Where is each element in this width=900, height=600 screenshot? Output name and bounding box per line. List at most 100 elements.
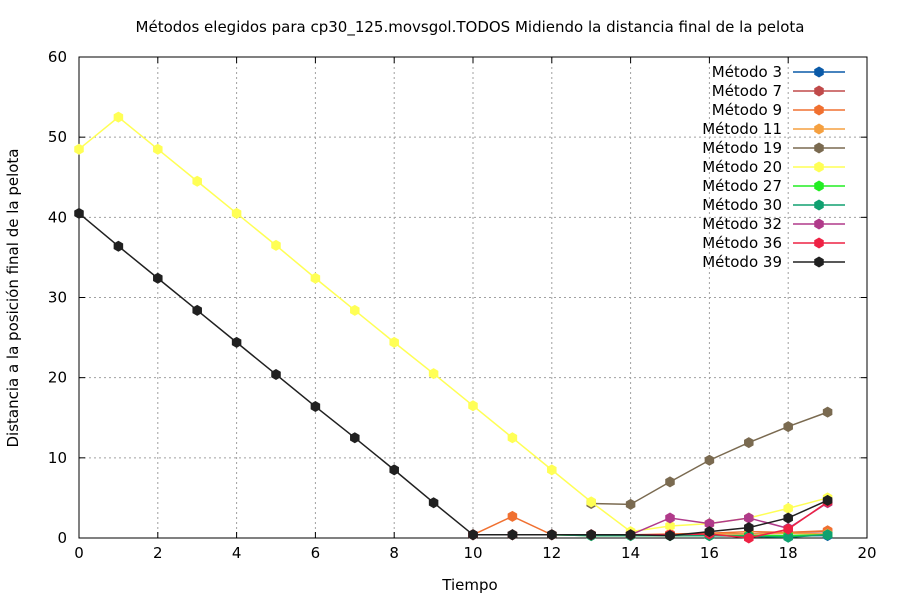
x-tick-label: 18 (779, 544, 798, 562)
data-point (744, 437, 754, 449)
x-tick-label: 14 (621, 544, 640, 562)
data-point (625, 498, 636, 510)
legend-marker (814, 199, 824, 211)
data-point (271, 239, 281, 251)
data-point (822, 529, 833, 541)
data-point (665, 530, 675, 542)
data-point (428, 497, 439, 509)
data-point (113, 240, 124, 252)
data-point (783, 523, 793, 535)
legend-label: Método 27 (702, 177, 782, 195)
data-point (350, 304, 360, 316)
axis-ticks: 0 2 4 6 8 10 12 14 16 18 20 0 10 20 30 40 50 60 (48, 48, 877, 562)
legend-marker (814, 85, 824, 97)
data-point (704, 526, 715, 538)
x-tick-label: 0 (74, 544, 84, 562)
data-point (153, 272, 163, 284)
data-point (74, 143, 84, 155)
y-tick-label: 20 (48, 369, 67, 387)
data-point (783, 421, 793, 433)
legend-marker (814, 123, 824, 135)
series-6 (74, 111, 833, 538)
legend-label: Método 3 (712, 63, 782, 81)
data-point (310, 401, 321, 413)
data-point (192, 175, 202, 187)
data-point (744, 532, 754, 544)
legend-label: Método 7 (712, 82, 782, 100)
y-tick-label: 30 (48, 289, 67, 307)
data-point (665, 512, 675, 524)
x-tick-label: 6 (311, 544, 321, 562)
data-point (350, 432, 360, 444)
legend-label: Método 39 (702, 253, 782, 271)
legend-label: Método 20 (702, 158, 782, 176)
data-point (586, 529, 596, 541)
legend-label: Método 36 (702, 234, 782, 252)
legend-marker (814, 256, 824, 268)
legend-marker (814, 142, 824, 154)
data-point (468, 529, 478, 541)
data-point (113, 111, 124, 123)
x-tick-label: 10 (463, 544, 482, 562)
legend-marker (814, 104, 824, 116)
data-point (704, 454, 715, 466)
grid-lines (79, 57, 867, 538)
series-line (473, 501, 829, 539)
data-point (153, 143, 163, 155)
data-point (744, 512, 754, 524)
data-point (822, 406, 833, 418)
data-point (547, 464, 557, 476)
data-point (783, 531, 793, 543)
data-point (389, 464, 399, 476)
series-line (473, 502, 829, 536)
legend-label: Método 32 (702, 215, 782, 233)
data-point (783, 512, 793, 524)
data-point (231, 336, 242, 348)
legend-marker (814, 66, 824, 78)
data-point (744, 522, 754, 534)
x-tick-label: 2 (153, 544, 163, 562)
y-tick-label: 0 (57, 529, 67, 547)
legend-label: Método 30 (702, 196, 782, 214)
data-point (310, 272, 321, 284)
legend-marker (814, 237, 824, 249)
series-layer (74, 111, 833, 544)
y-tick-label: 10 (48, 449, 67, 467)
x-tick-label: 12 (542, 544, 561, 562)
series-line (78, 116, 828, 533)
x-tick-label: 8 (389, 544, 399, 562)
data-point (822, 494, 833, 506)
legend-label: Método 11 (702, 120, 782, 138)
x-tick-label: 20 (857, 544, 876, 562)
data-point (74, 207, 84, 219)
y-tick-label: 40 (48, 208, 67, 226)
series-11 (74, 207, 833, 542)
data-point (428, 368, 439, 380)
x-tick-label: 16 (700, 544, 719, 562)
data-point (783, 502, 793, 514)
data-point (271, 368, 281, 380)
data-point (586, 496, 596, 508)
y-tick-label: 50 (48, 128, 67, 146)
legend-marker (814, 180, 824, 192)
legend-marker (814, 218, 824, 230)
data-point (507, 510, 518, 522)
data-point (468, 400, 478, 412)
data-point (665, 520, 675, 532)
data-point (665, 476, 675, 488)
data-point (507, 529, 518, 541)
data-point (704, 518, 715, 530)
data-point (192, 304, 202, 316)
data-point (625, 529, 636, 541)
legend-label: Método 19 (702, 139, 782, 157)
data-point (231, 207, 242, 219)
legend-label: Método 9 (712, 101, 782, 119)
series-line (78, 212, 828, 537)
data-point (389, 336, 399, 348)
legend-marker (814, 161, 824, 173)
x-tick-label: 4 (232, 544, 242, 562)
y-axis-label: Distancia a la posición final de la pelo… (4, 148, 22, 447)
y-tick-label: 60 (48, 48, 67, 66)
